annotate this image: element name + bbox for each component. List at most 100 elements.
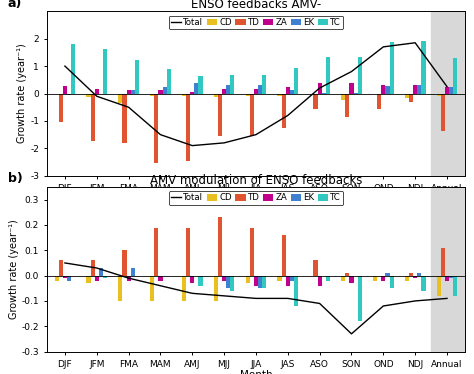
Bar	[131, 268, 135, 276]
Bar	[358, 276, 362, 321]
Bar	[441, 248, 445, 276]
Bar	[199, 77, 202, 94]
Bar	[358, 57, 362, 94]
Bar	[158, 90, 163, 94]
Bar	[99, 268, 103, 276]
Bar	[150, 276, 154, 301]
Bar	[91, 94, 95, 141]
Bar	[63, 86, 67, 94]
Bar	[122, 94, 127, 143]
Bar	[254, 276, 258, 286]
Bar	[381, 85, 385, 94]
Bar	[127, 276, 131, 280]
Y-axis label: Growth rate (year⁻¹): Growth rate (year⁻¹)	[9, 220, 18, 319]
Bar	[182, 94, 186, 96]
Bar	[186, 227, 190, 276]
Bar	[258, 276, 262, 288]
Bar	[222, 276, 226, 280]
Bar	[377, 94, 381, 108]
Bar	[294, 68, 298, 94]
Bar	[413, 85, 417, 94]
Bar	[286, 88, 290, 94]
Bar	[313, 94, 318, 108]
Bar	[250, 227, 254, 276]
Bar	[122, 250, 127, 276]
Bar	[453, 58, 457, 94]
Bar	[182, 276, 186, 301]
Bar	[103, 276, 107, 278]
Bar	[86, 94, 91, 97]
Bar	[385, 86, 390, 94]
Bar	[417, 85, 421, 94]
Bar	[341, 94, 345, 100]
Bar	[131, 90, 135, 94]
Bar	[294, 276, 298, 306]
Bar	[413, 276, 417, 278]
Bar	[194, 83, 199, 94]
Bar	[409, 94, 413, 102]
Bar	[63, 276, 67, 278]
Bar	[290, 90, 294, 94]
Bar	[135, 60, 139, 94]
Bar	[453, 276, 457, 296]
Bar	[421, 41, 426, 94]
Bar	[250, 94, 254, 136]
Bar	[163, 88, 167, 94]
Bar	[214, 276, 218, 301]
Bar	[199, 276, 202, 286]
Bar	[262, 75, 266, 94]
Y-axis label: Growth rate (year⁻¹): Growth rate (year⁻¹)	[17, 44, 27, 143]
Bar	[277, 276, 282, 280]
X-axis label: Month: Month	[240, 194, 272, 205]
Bar	[373, 276, 377, 280]
Bar	[254, 89, 258, 94]
Text: b): b)	[8, 172, 23, 186]
Bar	[318, 83, 322, 94]
Bar	[118, 276, 122, 301]
Bar	[354, 93, 358, 94]
Bar	[409, 273, 413, 276]
Bar	[59, 94, 63, 122]
Legend: Total, CD, TD, ZA, EK, TC: Total, CD, TD, ZA, EK, TC	[169, 191, 343, 205]
Bar	[150, 94, 154, 96]
Bar	[322, 93, 326, 94]
Bar	[262, 276, 266, 288]
Bar	[282, 235, 286, 276]
Bar	[390, 42, 394, 94]
Bar	[95, 89, 99, 94]
Bar	[441, 94, 445, 131]
Bar	[258, 85, 262, 94]
Bar	[103, 49, 107, 94]
Bar	[86, 276, 91, 283]
Bar	[127, 90, 131, 94]
Bar	[154, 227, 158, 276]
Legend: Total, CD, TD, ZA, EK, TC: Total, CD, TD, ZA, EK, TC	[169, 16, 343, 29]
Bar	[226, 85, 230, 94]
Bar	[91, 260, 95, 276]
Bar	[449, 88, 453, 94]
Bar	[154, 94, 158, 163]
Bar	[214, 94, 218, 97]
Bar	[286, 276, 290, 286]
Bar	[226, 276, 230, 288]
X-axis label: Month: Month	[240, 370, 272, 374]
Bar	[405, 94, 409, 98]
Bar	[318, 276, 322, 286]
Bar	[218, 94, 222, 136]
Bar	[71, 44, 75, 94]
Bar	[282, 94, 286, 128]
Bar	[326, 276, 330, 280]
Bar	[445, 88, 449, 94]
Bar	[345, 273, 349, 276]
Bar	[95, 276, 99, 280]
Bar	[345, 94, 349, 117]
Bar	[349, 276, 354, 283]
Bar	[246, 276, 250, 283]
Bar	[385, 273, 390, 276]
Bar	[218, 217, 222, 276]
Bar	[186, 94, 190, 161]
Bar	[290, 276, 294, 280]
Text: a): a)	[8, 0, 22, 10]
Bar	[167, 69, 171, 94]
Bar	[405, 276, 409, 280]
